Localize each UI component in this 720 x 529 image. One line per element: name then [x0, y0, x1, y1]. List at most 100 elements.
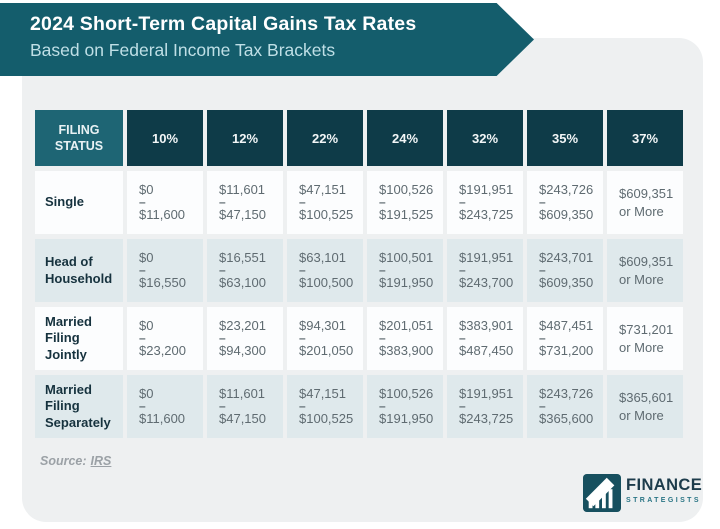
bracket-cell: $383,901– $487,450 — [447, 307, 523, 370]
bracket-cell: $0– $11,600 — [127, 171, 203, 234]
bracket-min: $47,151 — [299, 386, 346, 402]
range-dash: – — [459, 194, 466, 209]
bracket-cell: $487,451– $731,200 — [527, 307, 603, 370]
range-dash: – — [139, 330, 146, 345]
bracket-max: $16,550 — [139, 275, 186, 291]
range-dash: – — [299, 330, 306, 345]
bracket-max: $94,300 — [219, 343, 266, 359]
bracket-max: $365,600 — [539, 411, 594, 427]
bracket-cell: $94,301– $201,050 — [287, 307, 363, 370]
bracket-max: $191,950 — [379, 411, 434, 427]
bracket-cell: $11,601– $47,150 — [207, 375, 283, 438]
bracket-min: $243,726 — [539, 182, 594, 198]
page-title: 2024 Short-Term Capital Gains Tax Rates — [30, 13, 417, 35]
top-bracket-min: $365,601 — [619, 389, 674, 405]
bracket-cell: $243,726– $609,350 — [527, 171, 603, 234]
bracket-cell: $191,951– $243,725 — [447, 171, 523, 234]
top-bracket-cell: $609,351 or More — [607, 239, 683, 302]
top-bracket-min: $609,351 — [619, 185, 674, 201]
bracket-min: $191,951 — [459, 386, 514, 402]
bracket-cell: $191,951– $243,725 — [447, 375, 523, 438]
range-dash: – — [139, 194, 146, 209]
rate-column-header: 37% — [607, 110, 683, 166]
bracket-cell: $243,701– $609,350 — [527, 239, 603, 302]
bracket-max: $243,700 — [459, 275, 514, 291]
bracket-min: $63,101 — [299, 250, 346, 266]
range-dash: – — [379, 398, 386, 413]
range-dash: – — [459, 330, 466, 345]
bracket-max: $11,600 — [139, 411, 186, 427]
range-dash: – — [139, 398, 146, 413]
bracket-cell: $100,526– $191,525 — [367, 171, 443, 234]
source-label: Source: — [40, 454, 87, 468]
rate-column-header: 24% — [367, 110, 443, 166]
range-dash: – — [459, 262, 466, 277]
bracket-min: $0 — [139, 318, 154, 334]
rate-column-header: 10% — [127, 110, 203, 166]
bracket-cell: $243,726– $365,600 — [527, 375, 603, 438]
bracket-max: $191,950 — [379, 275, 434, 291]
top-bracket-suffix: or More — [619, 203, 664, 219]
top-bracket-cell: $609,351 or More — [607, 171, 683, 234]
bracket-min: $100,526 — [379, 182, 434, 198]
top-bracket-suffix: or More — [619, 339, 664, 355]
bracket-max: $100,500 — [299, 275, 354, 291]
range-dash: – — [379, 330, 386, 345]
range-dash: – — [459, 398, 466, 413]
source-note: Source: IRS — [40, 454, 111, 468]
top-bracket-min: $731,201 — [619, 321, 674, 337]
logo-word-finance: FINANCE — [626, 476, 703, 494]
bracket-min: $94,301 — [299, 318, 346, 334]
bracket-min: $191,951 — [459, 250, 514, 266]
rate-column-header: 32% — [447, 110, 523, 166]
top-bracket-suffix: or More — [619, 271, 664, 287]
range-dash: – — [219, 194, 226, 209]
bracket-max: $100,525 — [299, 411, 354, 427]
finance-strategists-logo: FINANCE STRATEGISTS — [583, 474, 702, 512]
row-label: Head of Household — [35, 239, 123, 302]
range-dash: – — [219, 330, 226, 345]
tax-rates-table: FILING STATUS 10% 12% 22% 24% 32% 35% 37% Single… — [35, 110, 683, 438]
top-bracket-cell: $365,601 or More — [607, 375, 683, 438]
bracket-min: $0 — [139, 182, 154, 198]
bracket-max: $383,900 — [379, 343, 434, 359]
range-dash: – — [539, 330, 546, 345]
bracket-cell: $23,201– $94,300 — [207, 307, 283, 370]
row-label: Single — [35, 171, 123, 234]
bracket-max: $47,150 — [219, 411, 266, 427]
range-dash: – — [139, 262, 146, 277]
bracket-min: $191,951 — [459, 182, 514, 198]
bracket-cell: $100,526– $191,950 — [367, 375, 443, 438]
range-dash: – — [219, 262, 226, 277]
rate-column-header: 35% — [527, 110, 603, 166]
row-label: Married Filing Jointly — [35, 307, 123, 370]
range-dash: – — [299, 262, 306, 277]
bracket-cell: $63,101– $100,500 — [287, 239, 363, 302]
bracket-cell: $47,151– $100,525 — [287, 171, 363, 234]
range-dash: – — [539, 398, 546, 413]
bracket-max: $487,450 — [459, 343, 514, 359]
bracket-max: $63,100 — [219, 275, 266, 291]
bracket-max: $23,200 — [139, 343, 186, 359]
bracket-max: $609,350 — [539, 207, 594, 223]
bracket-max: $243,725 — [459, 207, 514, 223]
bracket-min: $11,601 — [219, 182, 266, 198]
bracket-max: $731,200 — [539, 343, 594, 359]
range-dash: – — [219, 398, 226, 413]
bracket-max: $609,350 — [539, 275, 594, 291]
bracket-max: $191,525 — [379, 207, 434, 223]
bracket-cell: $11,601– $47,150 — [207, 171, 283, 234]
bracket-cell: $16,551– $63,100 — [207, 239, 283, 302]
bracket-min: $23,201 — [219, 318, 266, 334]
bracket-min: $11,601 — [219, 386, 266, 402]
source-link-irs[interactable]: IRS — [90, 454, 112, 468]
range-dash: – — [299, 398, 306, 413]
range-dash: – — [539, 194, 546, 209]
finance-strategists-logo-icon — [583, 474, 621, 512]
title-banner: 2024 Short-Term Capital Gains Tax Rates … — [0, 3, 534, 76]
page-subtitle: Based on Federal Income Tax Brackets — [30, 40, 336, 60]
bracket-min: $0 — [139, 386, 154, 402]
bracket-cell: $100,501– $191,950 — [367, 239, 443, 302]
bracket-min: $100,501 — [379, 250, 434, 266]
range-dash: – — [539, 262, 546, 277]
